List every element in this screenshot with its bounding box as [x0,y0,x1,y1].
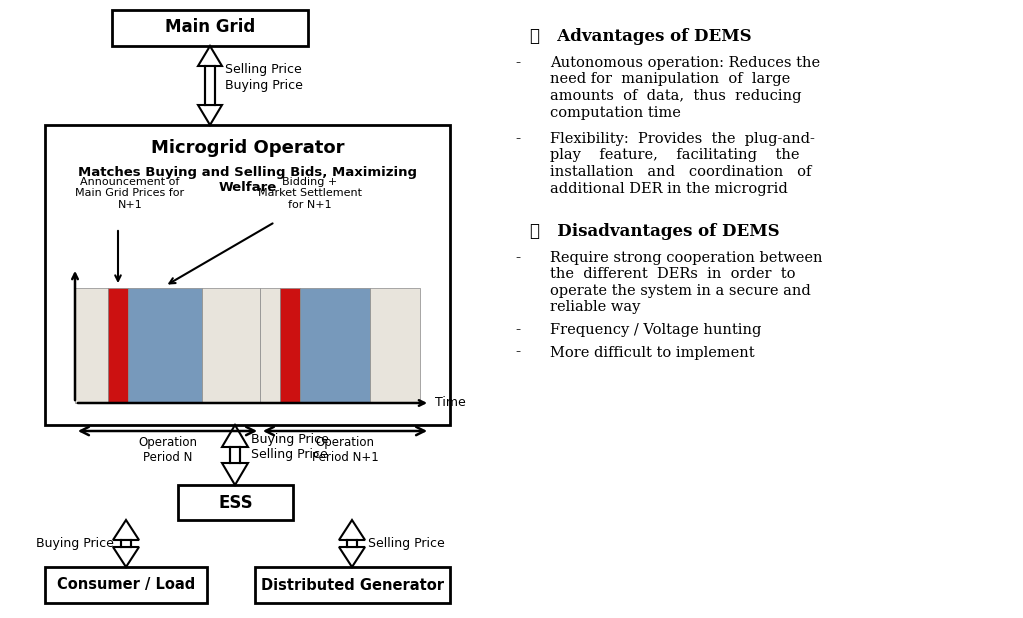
Text: -: - [515,323,520,337]
Text: Autonomous operation: Reduces the: Autonomous operation: Reduces the [550,56,820,70]
Text: Operation
Period N: Operation Period N [138,436,197,464]
Text: -: - [515,56,520,70]
Text: operate the system in a secure and: operate the system in a secure and [550,284,811,298]
Text: Microgrid Operator: Microgrid Operator [150,139,345,157]
Bar [280,288,300,403]
Text: Flexibility:  Provides  the  plug-and-: Flexibility: Provides the plug-and- [550,132,815,146]
Text: the  different  DERs  in  order  to: the different DERs in order to [550,268,796,282]
Polygon shape [222,425,248,447]
Polygon shape [113,547,139,567]
Text: Selling Price: Selling Price [368,537,445,550]
Text: -: - [515,132,520,146]
Polygon shape [113,520,139,540]
Polygon shape [222,463,248,485]
Polygon shape [198,105,222,125]
Text: More difficult to implement: More difficult to implement [550,345,755,360]
Text: Require strong cooperation between: Require strong cooperation between [550,251,822,265]
Bar [108,288,128,403]
Bar [121,540,132,547]
Text: -: - [515,345,520,360]
Text: Matches Buying and Selling Bids, Maximizing
Welfare: Matches Buying and Selling Bids, Maximiz… [78,166,417,194]
Text: need for  manipulation  of  large: need for manipulation of large [550,72,790,87]
Text: Operation
Period N+1: Operation Period N+1 [312,436,379,464]
Text: Main Grid: Main Grid [165,18,255,36]
FancyBboxPatch shape [112,10,308,46]
Text: Buying Price
Selling Price: Buying Price Selling Price [251,433,328,461]
Text: Buying Price: Buying Price [36,537,114,550]
Bar [300,288,370,403]
Bar [75,288,108,403]
Text: Selling Price
Buying Price: Selling Price Buying Price [225,64,303,91]
Polygon shape [198,46,222,66]
FancyBboxPatch shape [45,567,207,603]
FancyBboxPatch shape [45,125,450,425]
Polygon shape [339,547,365,567]
FancyBboxPatch shape [178,485,293,520]
Bar [370,288,420,403]
Text: additional DER in the microgrid: additional DER in the microgrid [550,182,788,195]
Bar [202,288,260,403]
Bar [347,540,357,547]
Text: play    feature,    facilitating    the: play feature, facilitating the [550,148,800,163]
Text: amounts  of  data,  thus  reducing: amounts of data, thus reducing [550,89,801,103]
Text: Frequency / Voltage hunting: Frequency / Voltage hunting [550,323,761,337]
Polygon shape [339,520,365,540]
Text: Consumer / Load: Consumer / Load [57,577,195,593]
Text: ✓   Advantages of DEMS: ✓ Advantages of DEMS [530,28,752,45]
Bar [229,447,240,463]
Text: Distributed Generator: Distributed Generator [261,577,444,593]
Text: Time: Time [435,397,465,410]
Bar [205,66,215,105]
Text: ESS: ESS [218,494,253,512]
Text: -: - [515,251,520,265]
Text: reliable way: reliable way [550,300,640,315]
Text: Bidding +
Market Settlement
for N+1: Bidding + Market Settlement for N+1 [258,177,362,210]
Bar [260,288,280,403]
FancyBboxPatch shape [255,567,450,603]
Text: ✓   Disadvantages of DEMS: ✓ Disadvantages of DEMS [530,223,780,240]
Text: computation time: computation time [550,106,681,119]
Bar [128,288,202,403]
Text: Announcement of
Main Grid Prices for
N+1: Announcement of Main Grid Prices for N+1 [76,177,184,210]
Text: installation   and   coordination   of: installation and coordination of [550,165,811,179]
